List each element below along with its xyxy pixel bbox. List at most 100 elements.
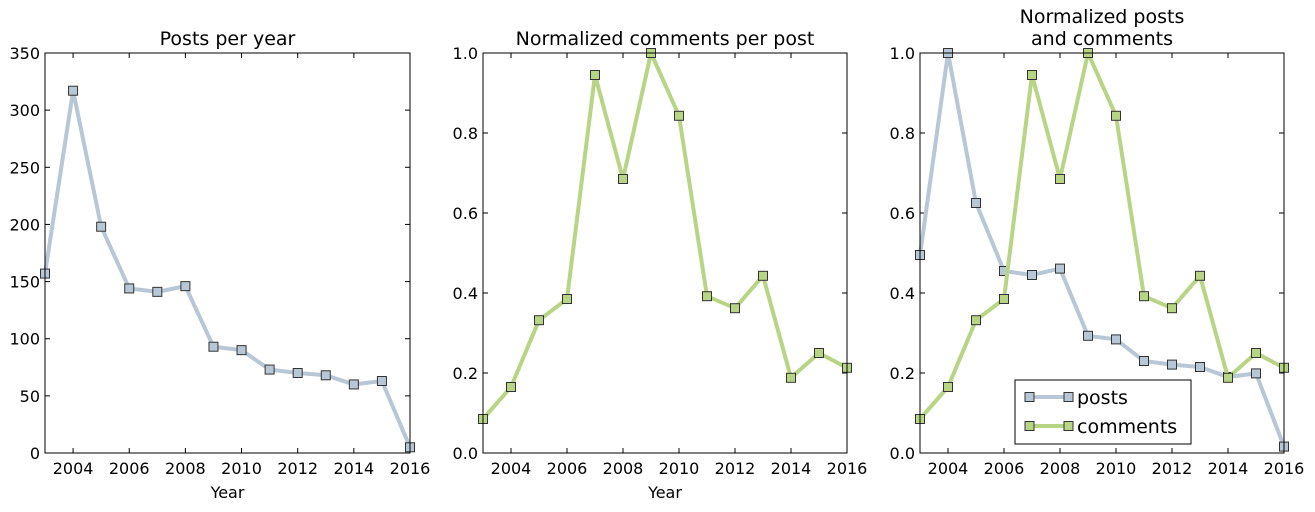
y-tick-label: 0.4 bbox=[890, 284, 915, 303]
data-point bbox=[376, 376, 387, 386]
data-point bbox=[730, 303, 740, 314]
axes-frame bbox=[44, 52, 411, 454]
x-tick-label: 2016 bbox=[827, 459, 868, 478]
y-tick-label: 100 bbox=[9, 330, 40, 349]
data-point bbox=[320, 370, 331, 381]
y-tick-label: 0.8 bbox=[890, 124, 915, 143]
x-tick-label: 2006 bbox=[547, 459, 588, 478]
legend-marker bbox=[1024, 392, 1035, 402]
y-tick-label: 1.0 bbox=[890, 44, 915, 63]
axes-frame bbox=[919, 52, 1285, 454]
data-point bbox=[758, 270, 768, 281]
x-tick-label: 2014 bbox=[771, 459, 812, 478]
data-point bbox=[1027, 70, 1037, 80]
chart-panel-1: Posts per year 0 50 100 150 200 250 300 350 2004 2… bbox=[9, 28, 430, 502]
data-point bbox=[1111, 110, 1121, 121]
data-point bbox=[1083, 330, 1093, 341]
data-point bbox=[534, 315, 544, 326]
chart-title: Normalized posts and comments bbox=[1020, 6, 1185, 50]
data-point bbox=[124, 283, 135, 294]
y-tick-label: 350 bbox=[9, 44, 40, 63]
data-point bbox=[618, 174, 628, 184]
x-tick-label: 2012 bbox=[277, 459, 318, 478]
y-tick-label: 0.2 bbox=[453, 364, 478, 383]
data-point bbox=[68, 85, 79, 96]
x-tick-label: 2014 bbox=[333, 459, 374, 478]
x-tick-label: 2008 bbox=[165, 459, 206, 478]
x-tick-label: 2010 bbox=[1096, 459, 1137, 478]
data-point bbox=[1055, 174, 1065, 184]
y-tick-label: 1.0 bbox=[453, 44, 478, 63]
data-point bbox=[1139, 356, 1149, 366]
data-point bbox=[1111, 334, 1121, 345]
y-tick-label: 0.4 bbox=[453, 284, 478, 303]
x-tick-label: 2006 bbox=[984, 459, 1025, 478]
y-tick-label: 0 bbox=[30, 444, 40, 463]
x-tick-label: 2016 bbox=[1264, 459, 1305, 478]
x-tick-label: 2012 bbox=[1152, 459, 1193, 478]
y-tick-label: 200 bbox=[9, 215, 40, 234]
data-point bbox=[971, 315, 981, 326]
legend-label: posts bbox=[1077, 387, 1128, 409]
y-tick-label: 250 bbox=[9, 158, 40, 177]
data-point bbox=[1251, 368, 1261, 379]
y-tick-label: 0.6 bbox=[890, 204, 915, 223]
x-tick-label: 2008 bbox=[1040, 459, 1081, 478]
data-point bbox=[1195, 362, 1205, 372]
legend-label: comments bbox=[1077, 416, 1177, 438]
data-point bbox=[96, 221, 107, 232]
data-point bbox=[180, 281, 191, 292]
x-tick-label: 2010 bbox=[659, 459, 700, 478]
data-point bbox=[292, 368, 303, 378]
x-axis-label: Year bbox=[647, 483, 682, 502]
data-point bbox=[943, 382, 953, 392]
data-point bbox=[506, 382, 516, 392]
x-tick-label: 2004 bbox=[53, 459, 94, 478]
chart-title: Normalized comments per post bbox=[516, 28, 815, 50]
data-point bbox=[786, 372, 796, 383]
legend-marker bbox=[1024, 421, 1035, 431]
y-tick-label: 50 bbox=[20, 387, 40, 406]
data-point bbox=[1167, 303, 1177, 314]
x-tick-label: 2006 bbox=[109, 459, 150, 478]
y-tick-label: 0.0 bbox=[890, 444, 915, 463]
data-point bbox=[999, 294, 1009, 304]
data-point bbox=[348, 379, 359, 390]
data-point bbox=[1195, 270, 1205, 281]
series-line-comments bbox=[481, 51, 848, 421]
data-point bbox=[562, 294, 572, 304]
data-point bbox=[1251, 348, 1261, 358]
y-tick-label: 0.2 bbox=[890, 364, 915, 383]
x-tick-label: 2008 bbox=[603, 459, 644, 478]
y-tick-label: 300 bbox=[9, 101, 40, 120]
legend-box bbox=[1014, 379, 1192, 445]
data-point bbox=[1223, 372, 1233, 383]
series-line-comments bbox=[918, 51, 1285, 421]
x-tick-label: 2016 bbox=[390, 459, 431, 478]
x-tick-label: 2014 bbox=[1208, 459, 1249, 478]
plot-area bbox=[915, 48, 1289, 452]
x-tick-label: 2012 bbox=[715, 459, 756, 478]
x-tick-label: 2010 bbox=[221, 459, 262, 478]
data-point bbox=[1055, 263, 1065, 274]
data-point bbox=[236, 345, 247, 356]
plot-area bbox=[40, 85, 415, 453]
data-point bbox=[152, 286, 163, 297]
data-point bbox=[590, 70, 600, 80]
legend-marker bbox=[1063, 421, 1074, 431]
series-line-posts bbox=[43, 88, 412, 449]
chart-title: Posts per year bbox=[160, 28, 296, 50]
y-tick-label: 0.0 bbox=[453, 444, 478, 463]
y-tick-label: 0.8 bbox=[453, 124, 478, 143]
chart-panel-3: Normalized posts and comments 0.0 0.2 0.4 0.6… bbox=[890, 6, 1305, 478]
x-axis-label: Year bbox=[210, 483, 245, 502]
plot-area bbox=[478, 48, 852, 424]
data-point bbox=[208, 341, 219, 352]
legend: posts comments bbox=[1014, 379, 1192, 445]
data-point bbox=[1139, 291, 1149, 302]
data-point bbox=[264, 364, 275, 375]
axes-frame bbox=[482, 52, 848, 454]
data-point bbox=[674, 110, 684, 121]
legend-marker bbox=[1063, 392, 1074, 402]
data-point bbox=[971, 198, 981, 208]
